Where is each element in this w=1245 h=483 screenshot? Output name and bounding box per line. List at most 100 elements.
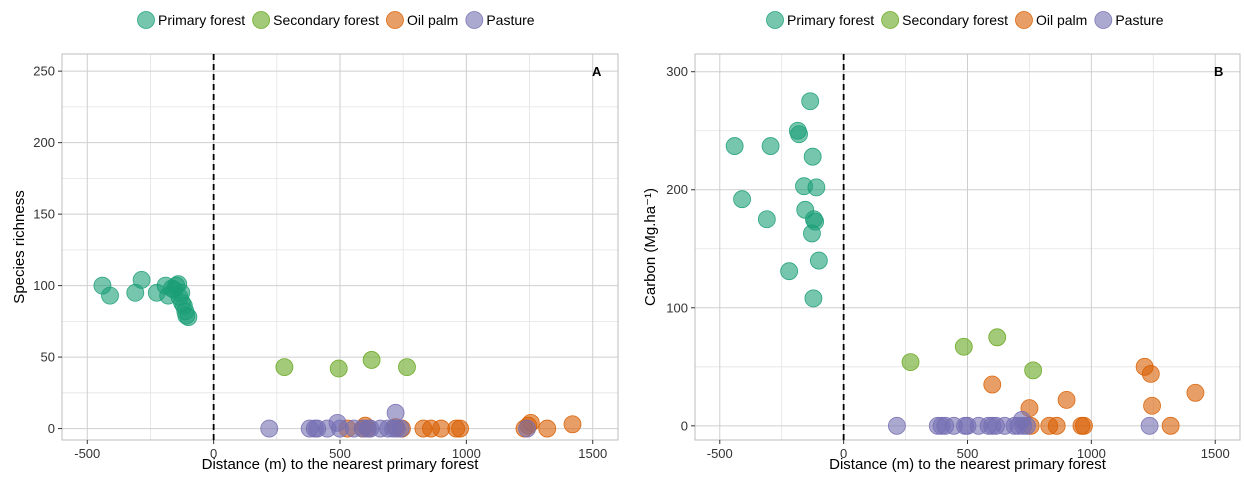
series-pasture <box>887 411 1159 435</box>
legend-key-pasture <box>465 11 484 29</box>
legend-panel-b: Primary forest Secondary forest Oil palm Pa… <box>766 11 1164 29</box>
x-tick-label: -500 <box>707 446 733 461</box>
series-oil-palm <box>983 357 1205 435</box>
point-primary-forest <box>761 137 780 155</box>
series-primary-forest <box>93 270 198 326</box>
point-oil-palm <box>451 419 469 438</box>
legend-label-pasture: Pasture <box>1115 12 1163 28</box>
x-tick-label: 1500 <box>578 446 607 461</box>
point-secondary-forest <box>901 353 920 371</box>
y-axis-title: Species richness <box>11 190 28 303</box>
y-axis-title: Carbon (Mg.ha⁻¹) <box>642 188 659 306</box>
x-tick-label: 1000 <box>452 446 481 461</box>
legend-label-oil-palm: Oil palm <box>407 12 458 28</box>
legend-item-oil-palm: Oil palm <box>386 11 458 29</box>
point-oil-palm <box>1141 364 1160 383</box>
point-primary-forest <box>757 210 776 229</box>
point-primary-forest <box>801 92 820 111</box>
point-primary-forest <box>804 289 823 308</box>
point-primary-forest <box>179 308 198 326</box>
x-axis-title: Distance (m) to the nearest primary fore… <box>829 456 1107 473</box>
point-oil-palm <box>983 375 1002 394</box>
x-tick-label: 0 <box>840 446 847 461</box>
y-tick-label: 50 <box>41 350 55 365</box>
point-oil-palm <box>1186 383 1205 402</box>
point-primary-forest <box>790 125 808 144</box>
y-tick-label: 200 <box>33 135 55 150</box>
point-pasture <box>518 419 536 438</box>
y-tick-label: 200 <box>666 182 688 197</box>
x-tick-label: 500 <box>329 446 351 461</box>
point-secondary-forest <box>954 337 973 356</box>
y-tick-label: 100 <box>666 300 688 315</box>
point-secondary-forest <box>362 351 381 369</box>
legend-label-primary-forest: Primary forest <box>158 12 245 28</box>
grid-a <box>62 54 618 440</box>
legend-item-pasture: Pasture <box>1094 11 1164 29</box>
series-primary-forest <box>725 92 828 308</box>
point-secondary-forest <box>275 358 294 376</box>
grid-b <box>695 54 1240 440</box>
y-tick-label: 250 <box>33 64 55 79</box>
x-tick-label: 0 <box>210 446 217 461</box>
point-oil-palm <box>538 419 557 438</box>
point-primary-forest <box>803 147 822 166</box>
point-secondary-forest <box>398 358 416 376</box>
point-primary-forest <box>806 212 825 231</box>
legend-item-pasture: Pasture <box>465 11 535 29</box>
point-oil-palm <box>1047 416 1066 435</box>
legend-item-primary-forest: Primary forest <box>137 11 245 29</box>
point-oil-palm <box>1161 416 1180 435</box>
legend-key-primary-forest <box>137 11 155 29</box>
x-tick-label: -500 <box>74 446 100 461</box>
point-primary-forest <box>780 262 799 281</box>
legend-key-pasture <box>1094 11 1113 29</box>
legend-label-secondary-forest: Secondary forest <box>273 12 379 28</box>
point-primary-forest <box>809 251 828 270</box>
y-tick-label: 300 <box>666 64 688 79</box>
point-oil-palm <box>1075 416 1093 435</box>
legend-key-oil-palm <box>386 11 404 29</box>
legend-item-secondary-forest: Secondary forest <box>252 11 379 29</box>
point-primary-forest <box>733 190 751 209</box>
point-oil-palm <box>1143 396 1161 415</box>
panel-a: -500 0 500 1000 1500 0 50 100 150 200 250 A Distance… <box>11 53 619 473</box>
legend-item-oil-palm: Oil palm <box>1015 11 1087 29</box>
legend-label-oil-palm: Oil palm <box>1036 12 1087 28</box>
series-pasture <box>260 403 536 438</box>
panel-label-b: B <box>1214 64 1223 79</box>
panel-b: -500 0 500 1000 1500 0 100 200 300 B Distance (m) … <box>642 53 1241 473</box>
x-tick-label: 1000 <box>1077 446 1106 461</box>
y-tick-label: 0 <box>48 421 55 436</box>
legend-item-secondary-forest: Secondary forest <box>881 11 1008 29</box>
legend-key-oil-palm <box>1015 11 1033 29</box>
legend-item-primary-forest: Primary forest <box>766 11 874 29</box>
point-pasture <box>887 416 906 435</box>
point-pasture <box>1140 416 1159 435</box>
x-tick-label: 1500 <box>1201 446 1230 461</box>
legend-label-secondary-forest: Secondary forest <box>902 12 1008 28</box>
legend-label-primary-forest: Primary forest <box>787 12 874 28</box>
series-secondary-forest <box>901 328 1043 380</box>
x-tick-label: 500 <box>957 446 979 461</box>
legend-panel-a: Primary forest Secondary forest Oil palm Pa… <box>137 11 535 29</box>
point-secondary-forest <box>329 359 348 378</box>
point-primary-forest <box>807 178 826 197</box>
legend-key-secondary-forest <box>252 11 271 29</box>
y-tick-label: 150 <box>33 207 55 222</box>
y-tick-label: 100 <box>33 278 55 293</box>
series-secondary-forest <box>275 351 416 378</box>
point-pasture <box>1018 416 1036 435</box>
legend-key-secondary-forest <box>881 11 900 29</box>
point-pasture <box>391 419 410 438</box>
point-oil-palm <box>1057 390 1076 409</box>
point-primary-forest <box>725 137 744 155</box>
ticks-a: -500 0 500 1000 1500 0 50 100 150 200 250 <box>33 64 607 461</box>
point-primary-forest <box>101 286 119 305</box>
panel-label-a: A <box>592 64 602 79</box>
point-pasture <box>386 403 405 422</box>
point-secondary-forest <box>988 328 1007 347</box>
point-oil-palm <box>432 419 450 438</box>
point-primary-forest <box>132 270 151 289</box>
